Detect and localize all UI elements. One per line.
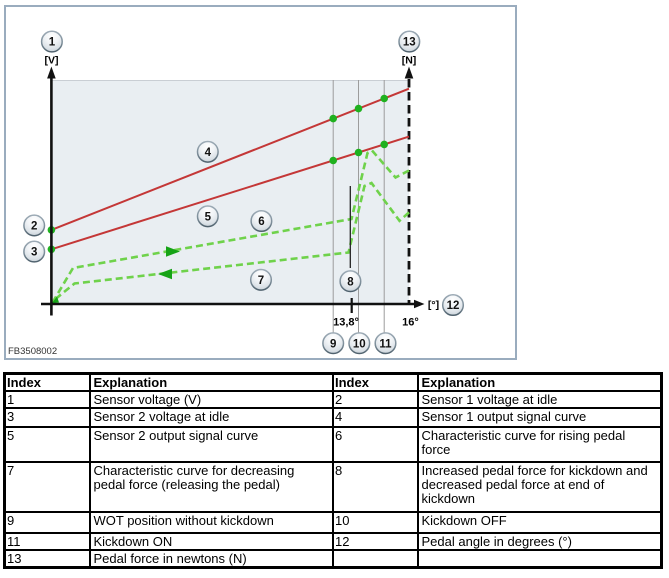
svg-text:9: 9	[330, 338, 336, 350]
svg-text:11: 11	[379, 338, 392, 350]
svg-text:7: 7	[258, 275, 264, 287]
svg-text:FB3508002: FB3508002	[8, 346, 57, 357]
svg-text:1: 1	[49, 37, 56, 49]
svg-text:[°]: [°]	[428, 299, 439, 311]
svg-text:5: 5	[205, 211, 212, 223]
svg-text:13,8°: 13,8°	[333, 317, 359, 329]
svg-text:4: 4	[205, 147, 212, 159]
svg-text:6: 6	[258, 216, 264, 228]
svg-text:10: 10	[353, 338, 366, 350]
svg-text:3: 3	[31, 247, 37, 259]
svg-text:[N]: [N]	[402, 55, 417, 67]
svg-text:12: 12	[447, 300, 460, 312]
svg-text:[V]: [V]	[45, 55, 59, 67]
svg-text:13: 13	[403, 37, 416, 49]
svg-text:8: 8	[347, 276, 354, 288]
svg-text:16°: 16°	[402, 317, 419, 329]
svg-text:2: 2	[31, 221, 37, 233]
